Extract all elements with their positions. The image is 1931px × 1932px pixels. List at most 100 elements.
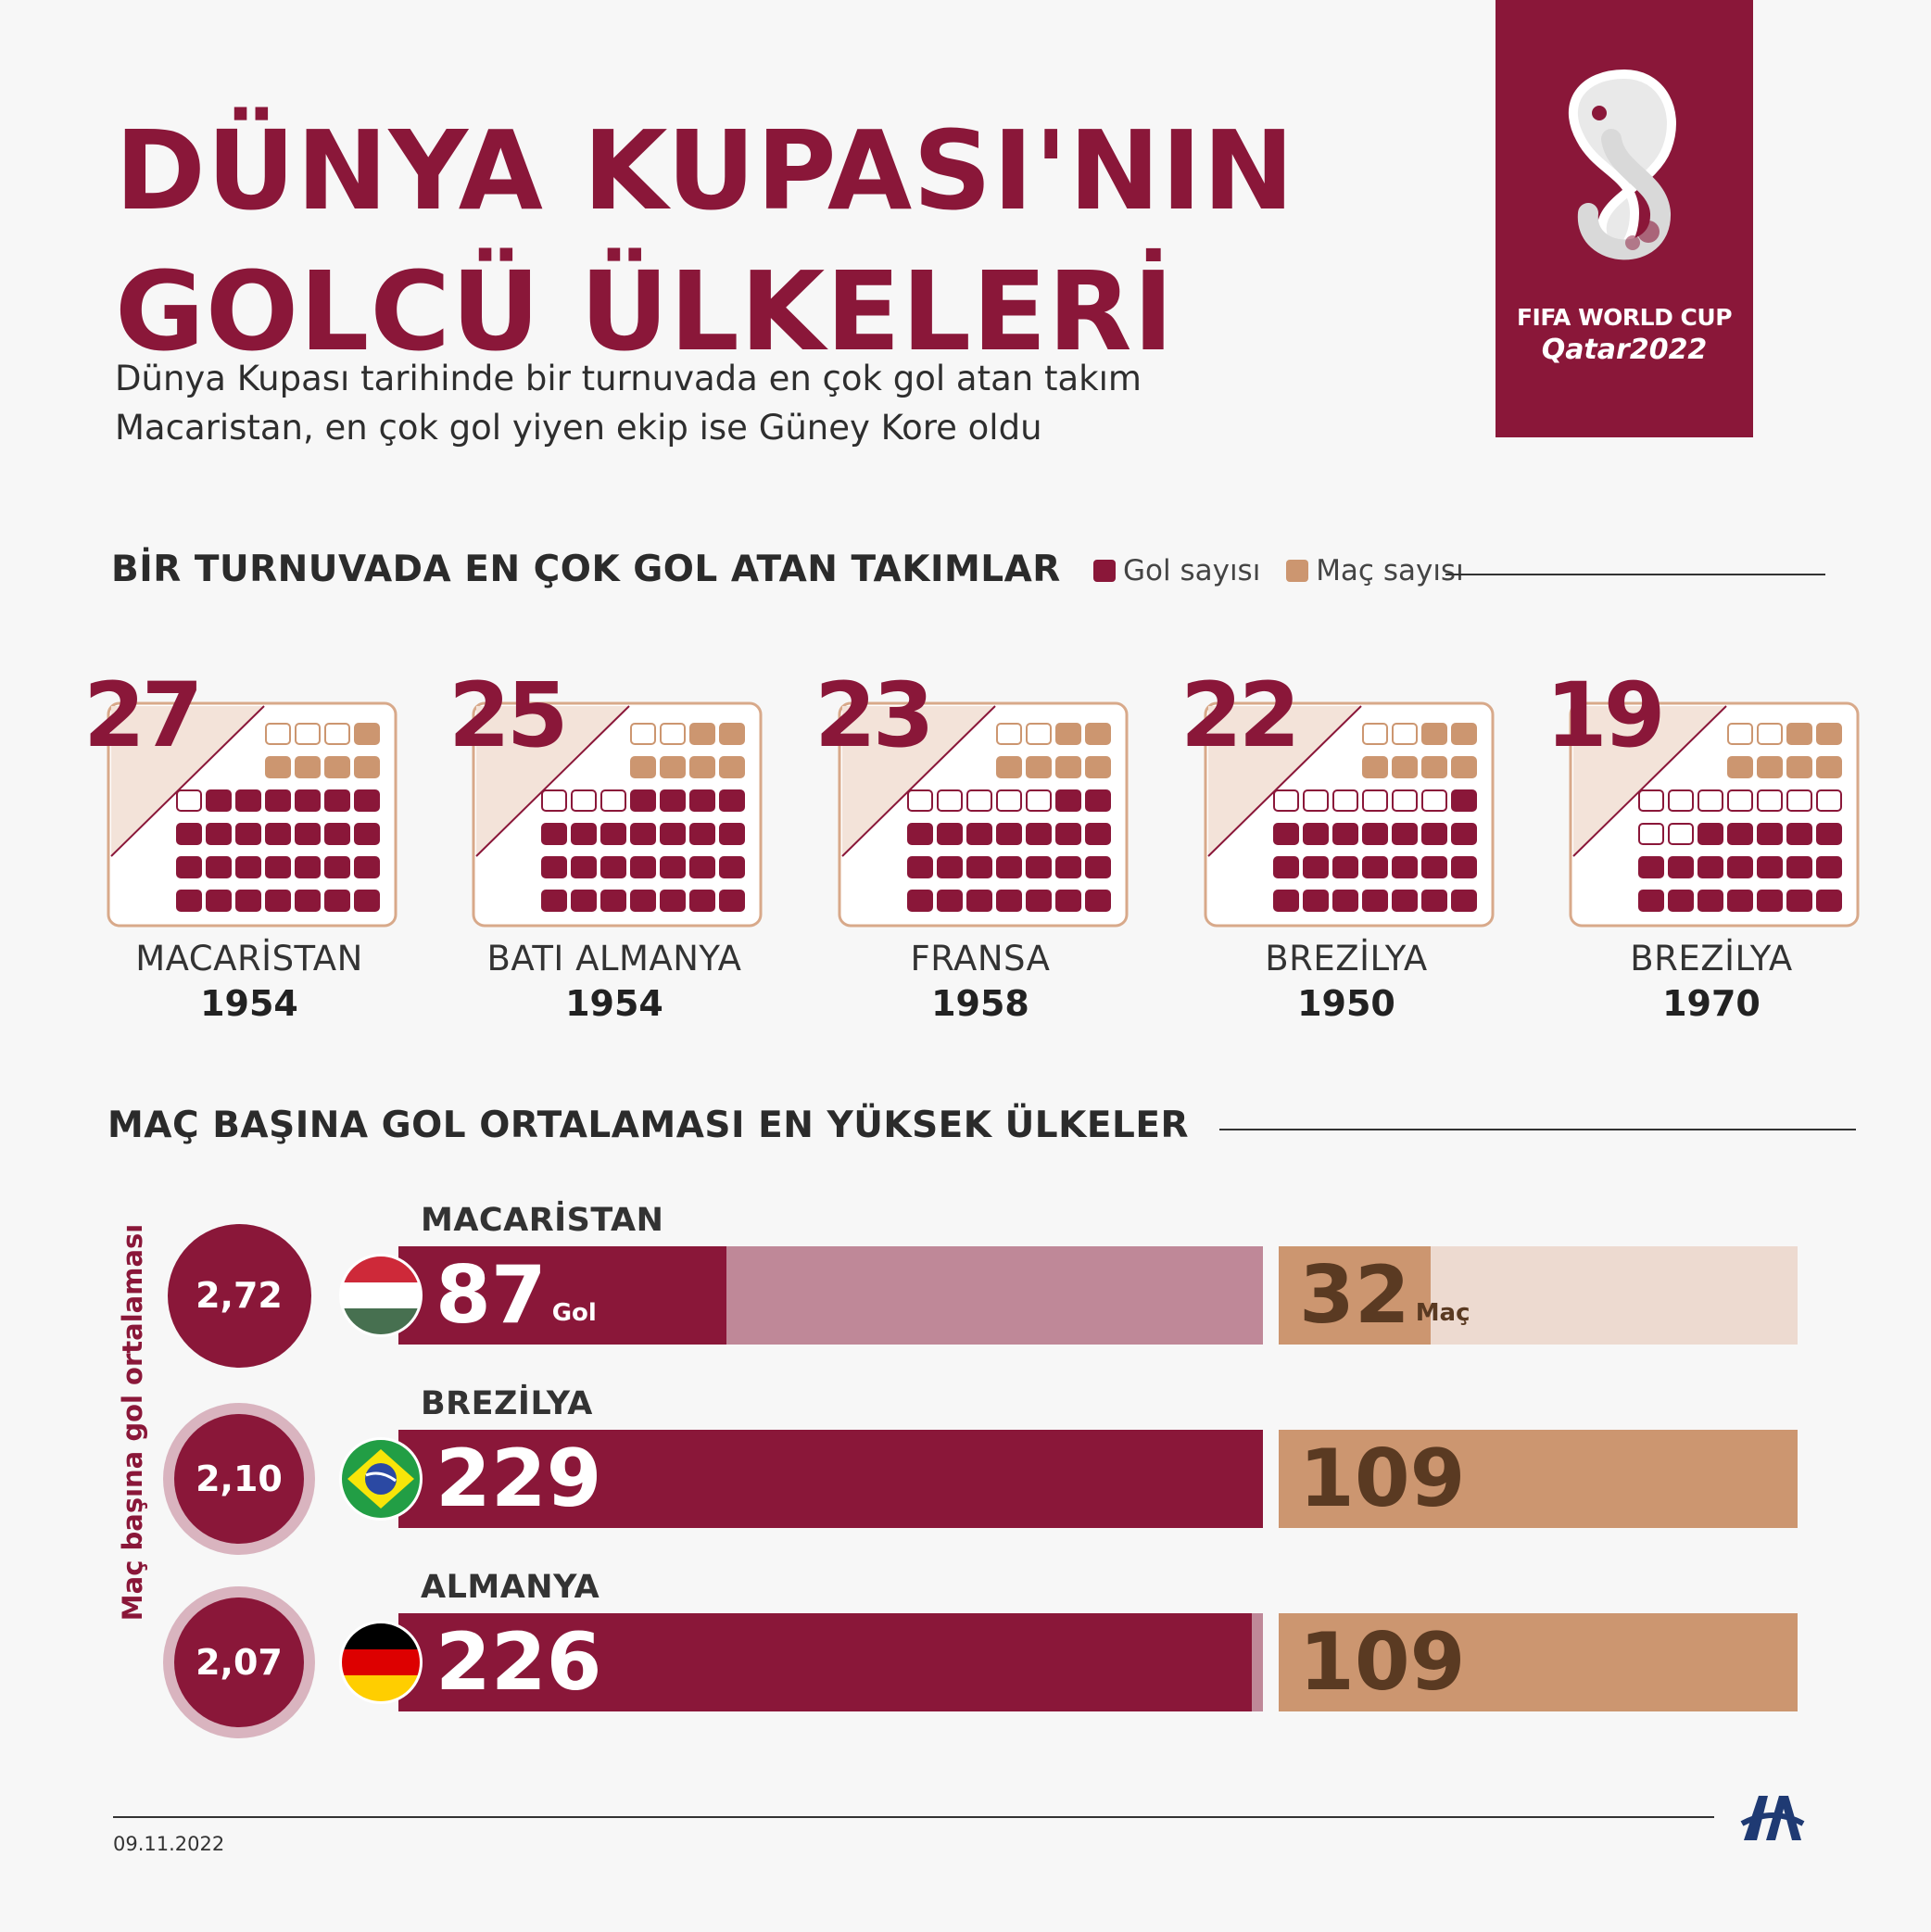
goal-cell xyxy=(1727,890,1753,912)
goal-cell xyxy=(1816,890,1842,912)
brazil-flag-svg xyxy=(347,1449,414,1509)
goal-cell xyxy=(1816,823,1842,845)
goal-cell xyxy=(1668,856,1694,878)
calendar-5 xyxy=(1568,701,1860,928)
goal-cell xyxy=(689,890,715,912)
goal-cell xyxy=(966,823,992,845)
empty-cell xyxy=(571,789,597,812)
goal-cell xyxy=(235,856,261,878)
goal-cell xyxy=(1392,823,1418,845)
goal-cell xyxy=(1757,823,1783,845)
match-cell xyxy=(660,756,686,778)
empty-cell xyxy=(1392,789,1418,812)
calendar-2 xyxy=(471,701,763,928)
empty-cell xyxy=(1421,789,1447,812)
calendar-team-name: BREZİLYA xyxy=(1630,939,1793,979)
empty-cell xyxy=(1786,789,1812,812)
goal-cell xyxy=(966,890,992,912)
goal-cell xyxy=(1362,890,1388,912)
goal-cell xyxy=(1638,890,1664,912)
match-cell xyxy=(1055,723,1081,745)
goal-cell xyxy=(354,890,380,912)
match-cell xyxy=(1085,756,1111,778)
goal-cell xyxy=(265,789,291,812)
empty-cell xyxy=(1303,789,1329,812)
goal-cell xyxy=(1085,789,1111,812)
match-cell xyxy=(1085,723,1111,745)
empty-cell xyxy=(1362,789,1388,812)
goal-cell xyxy=(1055,789,1081,812)
goal-cell xyxy=(265,823,291,845)
calendar-team-year: 1950 xyxy=(1297,983,1395,1024)
calendar-1 xyxy=(106,701,398,928)
title-line-2: GOLCÜ ÜLKELERİ xyxy=(115,247,1175,375)
goal-bar xyxy=(398,1246,727,1345)
goal-cell xyxy=(1026,856,1052,878)
footer-date: 09.11.2022 xyxy=(113,1833,225,1855)
goal-cell xyxy=(295,823,321,845)
average-circle: 2,07 xyxy=(174,1597,304,1727)
flag-brazil-icon xyxy=(339,1437,423,1521)
empty-cell xyxy=(1273,789,1299,812)
calendar-goal-count: 19 xyxy=(1546,663,1666,767)
goal-cell xyxy=(689,789,715,812)
goal-bar-track: 226 xyxy=(398,1613,1263,1711)
match-cell xyxy=(1816,756,1842,778)
goal-cell xyxy=(660,789,686,812)
logo-line-1: FIFA WORLD CUP xyxy=(1516,304,1733,331)
goal-cell xyxy=(295,789,321,812)
goal-cell xyxy=(1698,823,1723,845)
calendar-team-year: 1954 xyxy=(565,983,663,1024)
goal-cell xyxy=(719,789,745,812)
calendar-4 xyxy=(1203,701,1495,928)
goal-bar xyxy=(398,1613,1252,1711)
calendar-svg xyxy=(107,701,398,928)
match-cell xyxy=(1451,756,1477,778)
goal-value-label: 87 Gol xyxy=(435,1249,597,1342)
calendar-team-year: 1958 xyxy=(931,983,1029,1024)
empty-cell xyxy=(1668,823,1694,845)
goal-cell xyxy=(295,890,321,912)
footer-rule xyxy=(113,1816,1714,1818)
calendar-svg xyxy=(838,701,1129,928)
goal-cell xyxy=(324,823,350,845)
match-cell xyxy=(295,756,321,778)
goal-cell xyxy=(1273,823,1299,845)
match-value-label: 109 xyxy=(1299,1616,1466,1709)
calendar-diagonal xyxy=(475,705,630,857)
legend-item-matches: Maç sayısı xyxy=(1286,554,1464,587)
legend-item-goals: Gol sayısı xyxy=(1093,554,1260,587)
match-cell xyxy=(354,723,380,745)
goal-cell xyxy=(265,890,291,912)
goal-cell xyxy=(600,890,626,912)
calendar-goal-count: 22 xyxy=(1180,663,1301,767)
match-cell xyxy=(719,756,745,778)
empty-cell xyxy=(1698,789,1723,812)
match-unit-label: Maç xyxy=(1415,1299,1470,1327)
row-country-label: BREZİLYA xyxy=(421,1385,593,1422)
match-cell xyxy=(1757,756,1783,778)
goal-cell xyxy=(1727,856,1753,878)
goal-cell xyxy=(354,823,380,845)
calendar-diagonal xyxy=(1572,705,1727,857)
match-cell xyxy=(1451,723,1477,745)
legend-swatch-goals xyxy=(1093,560,1116,582)
empty-cell xyxy=(937,789,963,812)
match-cell xyxy=(1392,756,1418,778)
goal-cell xyxy=(1085,856,1111,878)
title-line-1: DÜNYA KUPASI'NIN xyxy=(115,107,1295,234)
section1-rule xyxy=(1445,574,1825,575)
goal-cell xyxy=(1055,856,1081,878)
empty-cell xyxy=(1757,789,1783,812)
calendar-goal-count: 25 xyxy=(448,663,569,767)
calendar-svg xyxy=(1204,701,1495,928)
goal-cell xyxy=(937,856,963,878)
calendar-team-name: FRANSA xyxy=(910,939,1051,979)
section2-rule xyxy=(1219,1129,1856,1130)
empty-cell xyxy=(600,789,626,812)
goal-cell xyxy=(1332,823,1358,845)
empty-match-cell xyxy=(1392,723,1418,745)
goal-cell xyxy=(937,890,963,912)
goal-bar-track: 87 Gol xyxy=(398,1246,1263,1345)
goal-cell xyxy=(1303,823,1329,845)
